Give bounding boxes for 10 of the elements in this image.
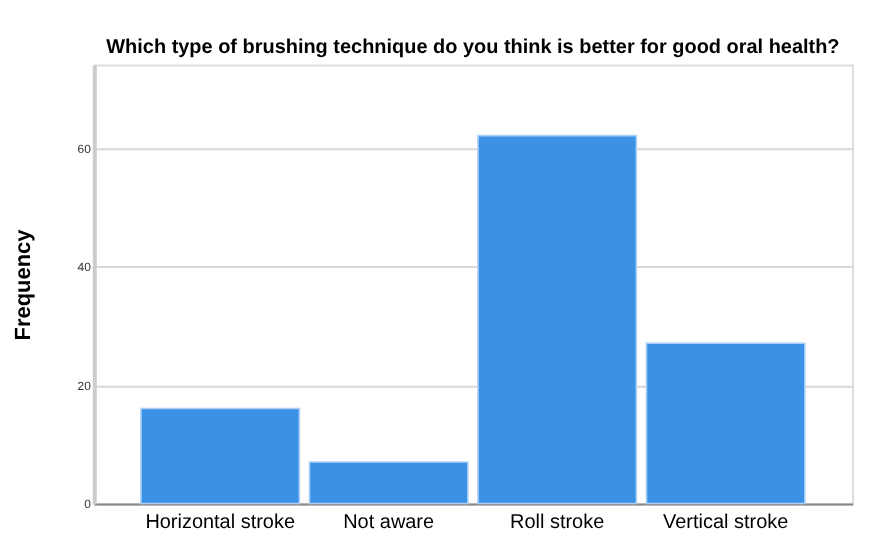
bar — [140, 407, 301, 505]
x-tick-label: Horizontal stroke — [145, 512, 296, 535]
x-tick-label: Roll stroke — [510, 512, 606, 535]
bar — [477, 134, 638, 505]
x-tick-label: Not aware — [343, 512, 436, 535]
chart-title: Which type of brushing technique do you think is better for good oral health? — [106, 36, 840, 59]
y-axis-title: Frequency — [11, 227, 36, 341]
bar — [308, 461, 469, 505]
x-tick-label: Vertical stroke — [663, 512, 790, 535]
bar — [645, 342, 806, 505]
